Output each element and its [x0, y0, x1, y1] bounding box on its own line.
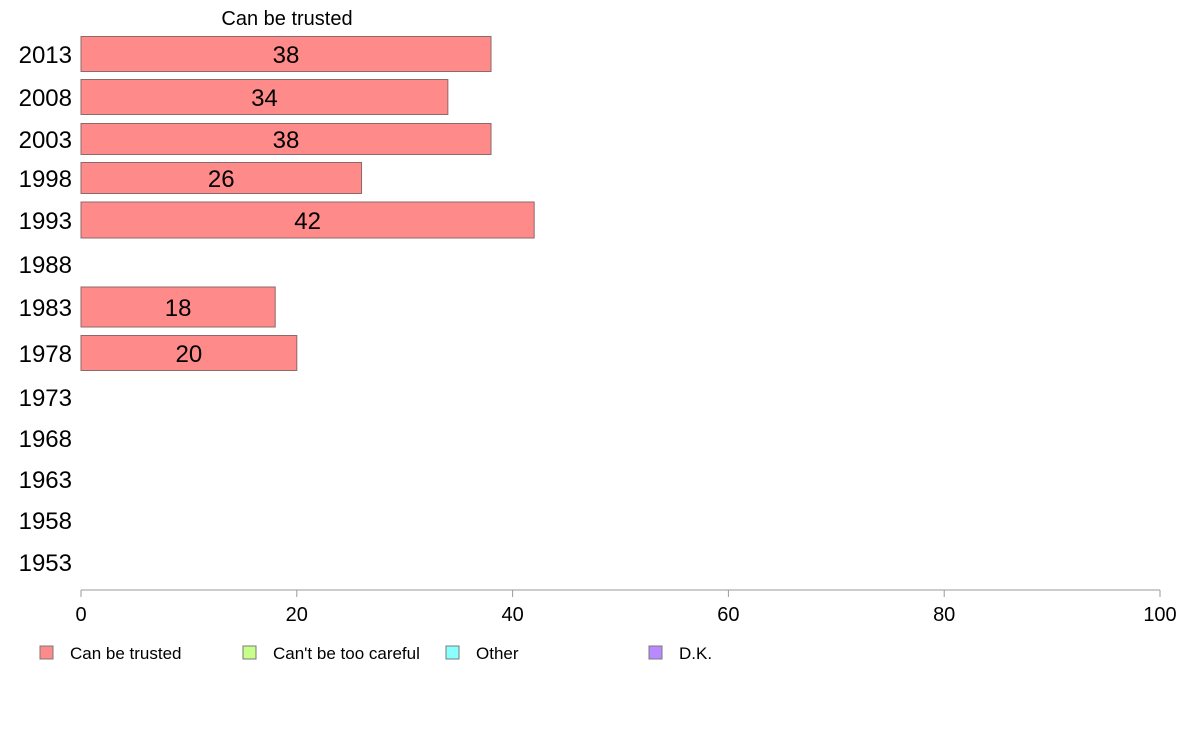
bar-1983 [80, 286, 276, 328]
legend-swatch-0 [39, 645, 54, 660]
x-tick-label-60: 60 [717, 604, 739, 626]
x-axis-ticks: 0 20 40 60 80 100 [75, 590, 1177, 626]
category-label-1993: 1993 [19, 208, 72, 235]
legend-swatch-3 [648, 645, 663, 660]
bars [80, 36, 535, 371]
bar-2013 [80, 36, 492, 72]
bar-1993 [80, 201, 535, 239]
category-label-1988: 1988 [19, 252, 72, 279]
value-label-1998: 26 [208, 166, 235, 193]
category-label-1978: 1978 [19, 341, 72, 368]
category-label-2008: 2008 [19, 85, 72, 112]
bar-2003 [80, 123, 492, 155]
category-label-1983: 1983 [19, 295, 72, 322]
bar-1998 [80, 162, 363, 194]
legend-label-1: Can't be too careful [273, 644, 420, 663]
value-label-2013: 38 [273, 42, 300, 69]
x-tick-label-100: 100 [1143, 604, 1176, 626]
legend: Can be trusted Can't be too careful Other D… [39, 644, 712, 663]
category-label-1953: 1953 [19, 550, 72, 577]
value-label-1978: 20 [176, 341, 203, 368]
x-tick-label-0: 0 [75, 604, 86, 626]
category-label-1968: 1968 [19, 426, 72, 453]
x-tick-label-20: 20 [286, 604, 308, 626]
category-label-2003: 2003 [19, 127, 72, 154]
chart-title: Can be trusted [221, 8, 352, 30]
x-tick-label-40: 40 [501, 604, 523, 626]
bar-1978 [80, 335, 298, 371]
category-labels: 2013 2008 2003 1998 1993 1988 1983 1978 1973 1968… [19, 42, 72, 577]
category-label-1998: 1998 [19, 166, 72, 193]
value-labels: 38 34 38 26 42 18 20 [165, 42, 321, 368]
legend-label-2: Other [476, 644, 519, 663]
legend-label-0: Can be trusted [70, 644, 182, 663]
x-tick-label-80: 80 [933, 604, 955, 626]
value-label-1993: 42 [294, 208, 321, 235]
legend-label-3: D.K. [679, 644, 712, 663]
category-label-1958: 1958 [19, 508, 72, 535]
category-label-1963: 1963 [19, 467, 72, 494]
value-label-2008: 34 [251, 85, 278, 112]
category-label-1973: 1973 [19, 385, 72, 412]
bar-2008 [80, 79, 449, 115]
legend-swatch-2 [445, 645, 460, 660]
value-label-2003: 38 [273, 127, 300, 154]
value-label-1983: 18 [165, 295, 192, 322]
legend-swatch-1 [242, 645, 257, 660]
category-label-2013: 2013 [19, 42, 72, 69]
